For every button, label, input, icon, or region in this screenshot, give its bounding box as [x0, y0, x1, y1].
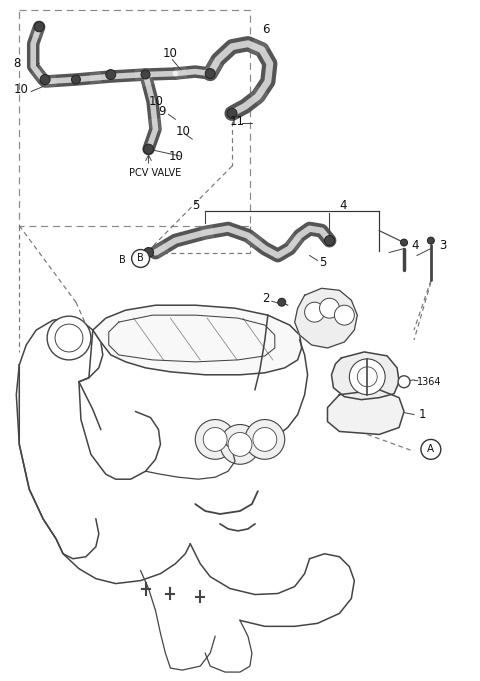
Text: 4: 4: [411, 239, 419, 252]
Circle shape: [320, 298, 339, 318]
Circle shape: [228, 432, 252, 456]
Text: 1364: 1364: [417, 377, 442, 387]
Text: 10: 10: [168, 150, 183, 163]
Circle shape: [427, 237, 434, 244]
Circle shape: [401, 239, 408, 246]
Circle shape: [357, 367, 377, 387]
Circle shape: [227, 108, 237, 118]
Circle shape: [55, 324, 83, 352]
Circle shape: [205, 69, 215, 78]
Circle shape: [47, 316, 91, 360]
Circle shape: [203, 428, 227, 452]
Circle shape: [132, 249, 150, 268]
Text: 10: 10: [175, 125, 190, 138]
Text: 9: 9: [158, 105, 166, 118]
Polygon shape: [295, 288, 357, 348]
Circle shape: [144, 144, 154, 154]
Circle shape: [398, 376, 410, 387]
Circle shape: [253, 428, 277, 452]
Text: PCV VALVE: PCV VALVE: [129, 168, 181, 178]
Text: 10: 10: [148, 95, 163, 108]
Circle shape: [278, 298, 286, 306]
Text: 10: 10: [13, 83, 28, 96]
Polygon shape: [93, 305, 301, 375]
Circle shape: [245, 419, 285, 459]
Text: 4: 4: [339, 200, 347, 212]
Text: A: A: [427, 445, 434, 454]
Circle shape: [34, 22, 44, 32]
Circle shape: [40, 74, 50, 84]
Text: 1: 1: [419, 408, 426, 421]
Polygon shape: [327, 390, 404, 434]
Circle shape: [195, 419, 235, 459]
Text: 5: 5: [320, 256, 327, 269]
Text: 10: 10: [162, 47, 177, 60]
Text: B: B: [137, 253, 144, 264]
Circle shape: [72, 75, 81, 84]
Text: 2: 2: [262, 291, 269, 304]
Text: 5: 5: [192, 200, 200, 212]
Text: 11: 11: [230, 115, 245, 128]
Text: 6: 6: [262, 23, 269, 36]
Circle shape: [324, 236, 335, 246]
Circle shape: [141, 70, 150, 79]
Text: 3: 3: [439, 239, 446, 252]
Circle shape: [305, 302, 324, 322]
Text: B: B: [120, 255, 126, 266]
Circle shape: [335, 305, 354, 325]
Circle shape: [106, 69, 116, 80]
Circle shape: [349, 359, 385, 395]
Polygon shape: [332, 352, 399, 400]
Circle shape: [144, 247, 154, 257]
Circle shape: [421, 439, 441, 459]
Text: 8: 8: [13, 57, 21, 70]
Circle shape: [220, 424, 260, 464]
